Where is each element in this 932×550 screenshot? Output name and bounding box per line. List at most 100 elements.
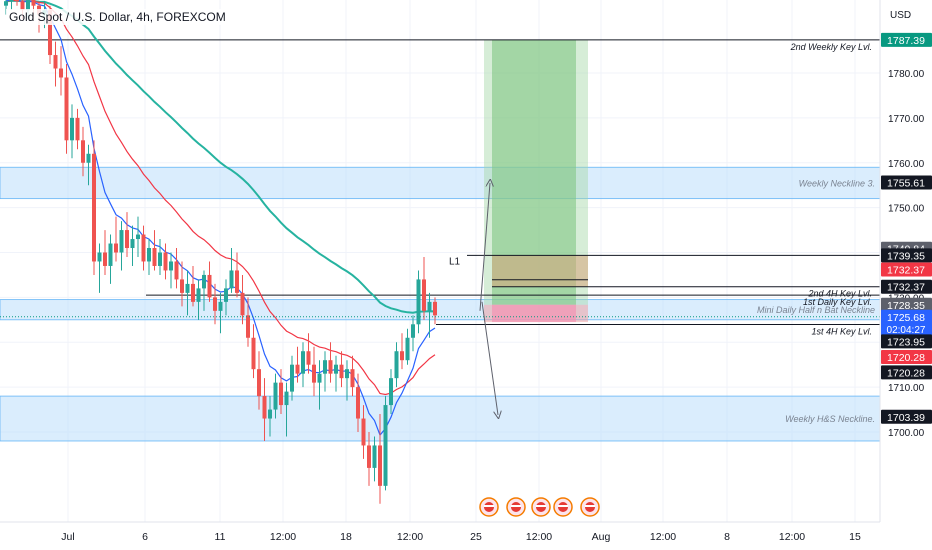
candle-body	[136, 234, 140, 240]
candle-body	[345, 369, 349, 379]
event-icon[interactable]	[479, 497, 499, 517]
price-tag-label: 1739.35	[887, 250, 925, 262]
key-level-label: 2nd 4H Key Lvl.	[807, 289, 872, 299]
candle-body	[334, 364, 338, 374]
key-level-label: 1st Daily Key Lvl.	[803, 297, 872, 307]
candle-body	[262, 396, 267, 419]
price-tag-label: 1732.37	[887, 265, 925, 277]
candle-body	[367, 445, 371, 468]
price-axis-tick: 1780.00	[888, 69, 925, 80]
candle-body	[119, 230, 124, 253]
time-axis-tick: 11	[215, 531, 226, 543]
time-axis-tick: 12:00	[779, 531, 805, 543]
time-axis-tick: 8	[724, 531, 730, 543]
price-tag-box	[881, 297, 932, 312]
candle-body	[268, 409, 272, 419]
price-tag-box	[881, 334, 932, 349]
price-tag-label: 1720.28	[887, 367, 925, 379]
price-tag-label: 1720.28	[887, 352, 925, 364]
price-tag-box	[881, 350, 932, 365]
candle-body	[301, 351, 305, 374]
projection-arrow-up	[479, 183, 490, 311]
ema-fast-line	[5, 0, 436, 437]
candle-body	[240, 292, 245, 316]
price-tag-label: 1787.39	[887, 35, 925, 47]
candle-body	[92, 153, 96, 262]
candle-body	[350, 369, 355, 388]
candle-body	[163, 252, 168, 271]
candle-body	[235, 270, 239, 293]
ema-mid-line	[5, 0, 436, 396]
candle-body	[251, 337, 256, 370]
zone-label: Weekly Neckline 3.	[799, 178, 875, 188]
candle-body	[114, 243, 118, 253]
candle-body	[323, 360, 327, 374]
candle-body	[279, 382, 283, 406]
price-axis-tick: 1770.00	[888, 114, 925, 125]
time-axis-tick: 25	[470, 531, 482, 543]
price-axis-tick: 1700.00	[888, 428, 925, 439]
price-tag-box	[881, 279, 932, 294]
candle-body	[328, 360, 333, 374]
candle-body	[20, 1, 25, 11]
candle-body	[31, 0, 36, 6]
price-axis-tick: 1750.00	[888, 204, 925, 215]
time-axis-tick: Jul	[61, 531, 74, 543]
candle-body	[372, 445, 377, 468]
candle-body	[169, 261, 173, 271]
candle-body	[306, 351, 311, 365]
price-tag-label: 1725.68	[887, 312, 925, 324]
candle-body	[389, 378, 393, 406]
time-axis-tick: 12:00	[397, 531, 423, 543]
candle-body	[86, 153, 91, 163]
candle-body	[108, 243, 113, 266]
event-icon[interactable]	[553, 497, 573, 517]
price-tag-box	[881, 32, 932, 47]
candle-body	[97, 252, 102, 262]
candle-body	[383, 405, 388, 486]
candle-body	[141, 234, 146, 262]
candle-body	[59, 68, 63, 78]
price-tag-label: 1732.37	[887, 282, 925, 294]
flag-stripe	[484, 505, 494, 507]
event-icon[interactable]	[531, 497, 551, 517]
candle-body	[9, 0, 14, 2]
candle-body	[26, 0, 30, 11]
candle-body	[185, 283, 190, 293]
candle-body	[416, 279, 421, 325]
zone-label: Weekly H&S Neckline.	[785, 414, 875, 424]
candle-body	[130, 239, 135, 249]
candle-body	[213, 297, 217, 311]
currency-label: USD	[890, 10, 911, 21]
price-tag-box	[881, 248, 932, 263]
price-axis-tick: 1710.00	[888, 383, 925, 394]
event-icon[interactable]	[580, 497, 600, 517]
price-tag-label: 1728.35	[887, 300, 925, 312]
candle-body	[433, 301, 437, 316]
flag-stripe	[558, 505, 568, 507]
candle-body	[339, 364, 344, 379]
candle-body	[378, 445, 382, 486]
candle-body	[411, 324, 415, 338]
candle-body	[125, 230, 129, 249]
l1-annotation: L1	[449, 256, 461, 267]
candle-body	[290, 364, 294, 392]
price-tag-box	[881, 409, 932, 424]
candle-body	[394, 351, 399, 379]
time-axis-tick: 12:00	[270, 531, 296, 543]
event-icon[interactable]	[506, 497, 526, 517]
candle-body	[229, 270, 234, 289]
candle-body	[75, 117, 80, 141]
candle-body	[152, 248, 157, 266]
candle-body	[174, 261, 179, 280]
candle-body	[224, 288, 228, 302]
candle-body	[312, 364, 316, 383]
price-axis-tick: 1760.00	[888, 159, 925, 170]
time-axis-tick: 12:00	[526, 531, 552, 543]
price-tag-box	[881, 175, 932, 190]
candle-body	[15, 0, 19, 2]
candle-body	[400, 351, 404, 361]
key-level-label: 1st 4H Key Lvl.	[811, 327, 872, 337]
